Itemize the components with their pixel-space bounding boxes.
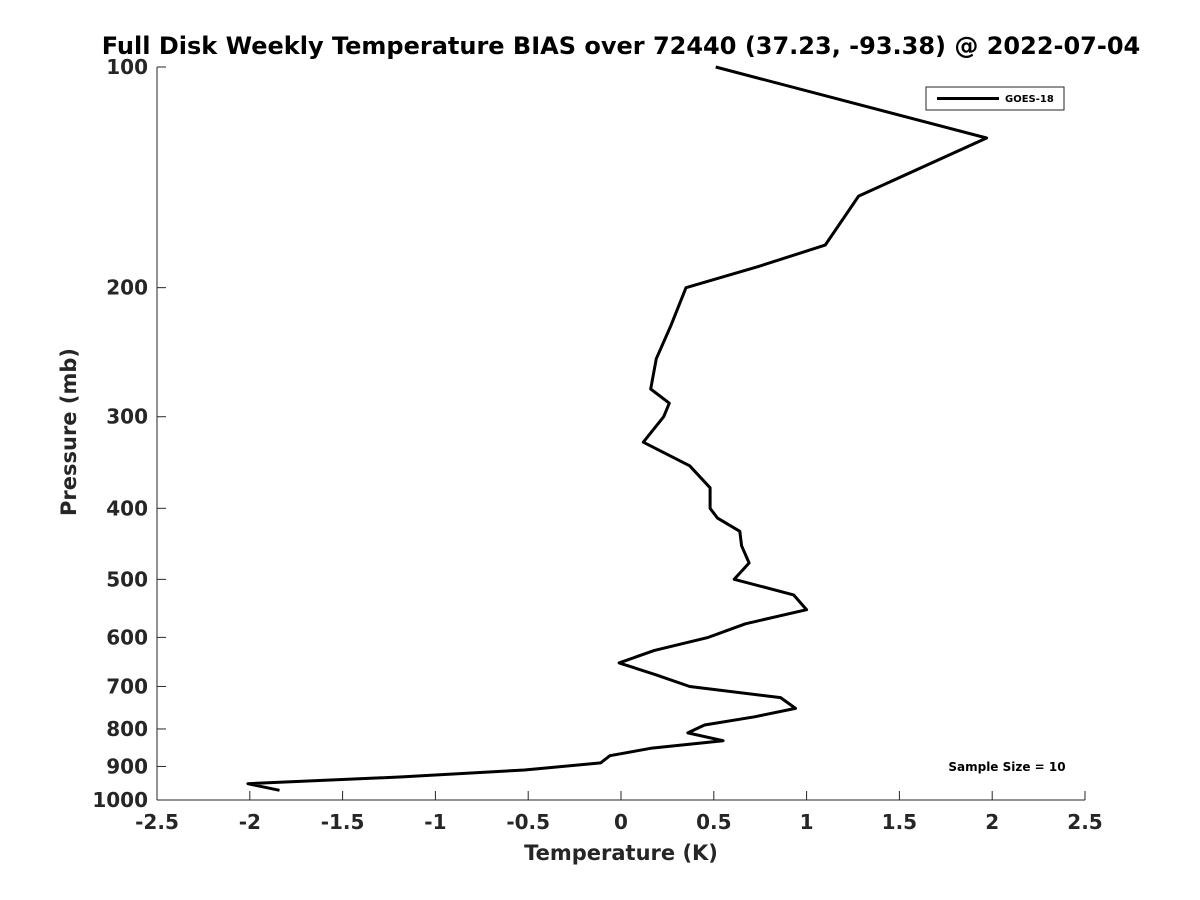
y-tick-label: 300 xyxy=(106,405,148,429)
y-tick-label: 1000 xyxy=(92,788,148,812)
x-axis-ticks: -2.5 -2 -1.5 -1 -0.5 0 0.5 1 1.5 2 2.5 xyxy=(135,791,1103,834)
x-tick-label: 0 xyxy=(614,810,628,834)
series-group xyxy=(246,65,989,792)
x-tick-label: -1.5 xyxy=(321,810,365,834)
x-tick-label: -0.5 xyxy=(506,810,550,834)
x-tick-label: 1 xyxy=(800,810,814,834)
sample-size-annotation: Sample Size = 10 xyxy=(948,760,1065,774)
x-axis-label: Temperature (K) xyxy=(524,841,718,865)
x-tick-label: 2.5 xyxy=(1067,810,1102,834)
y-axis-label: Pressure (mb) xyxy=(57,348,81,516)
y-axis-ticks: 100 200 300 400 500 600 700 800 900 1000 xyxy=(92,55,166,812)
x-tick-label: -1 xyxy=(424,810,446,834)
series-line-goes-18 xyxy=(246,65,989,792)
y-tick-label: 900 xyxy=(106,754,148,778)
x-tick-label: 0.5 xyxy=(696,810,731,834)
y-tick-label: 200 xyxy=(106,276,148,300)
legend-label-goes-18: GOES-18 xyxy=(1005,94,1054,105)
x-tick-label: -2 xyxy=(239,810,261,834)
x-tick-label: -2.5 xyxy=(135,810,179,834)
legend: GOES-18 xyxy=(925,86,1065,111)
y-tick-label: 700 xyxy=(106,674,148,698)
x-tick-label: 1.5 xyxy=(882,810,917,834)
y-tick-label: 600 xyxy=(106,625,148,649)
x-tick-label: 2 xyxy=(985,810,999,834)
y-tick-label: 800 xyxy=(106,717,148,741)
y-tick-label: 400 xyxy=(106,496,148,520)
y-tick-label: 500 xyxy=(106,567,148,591)
y-tick-label: 100 xyxy=(106,55,148,79)
chart-title: Full Disk Weekly Temperature BIAS over 7… xyxy=(102,32,1141,60)
